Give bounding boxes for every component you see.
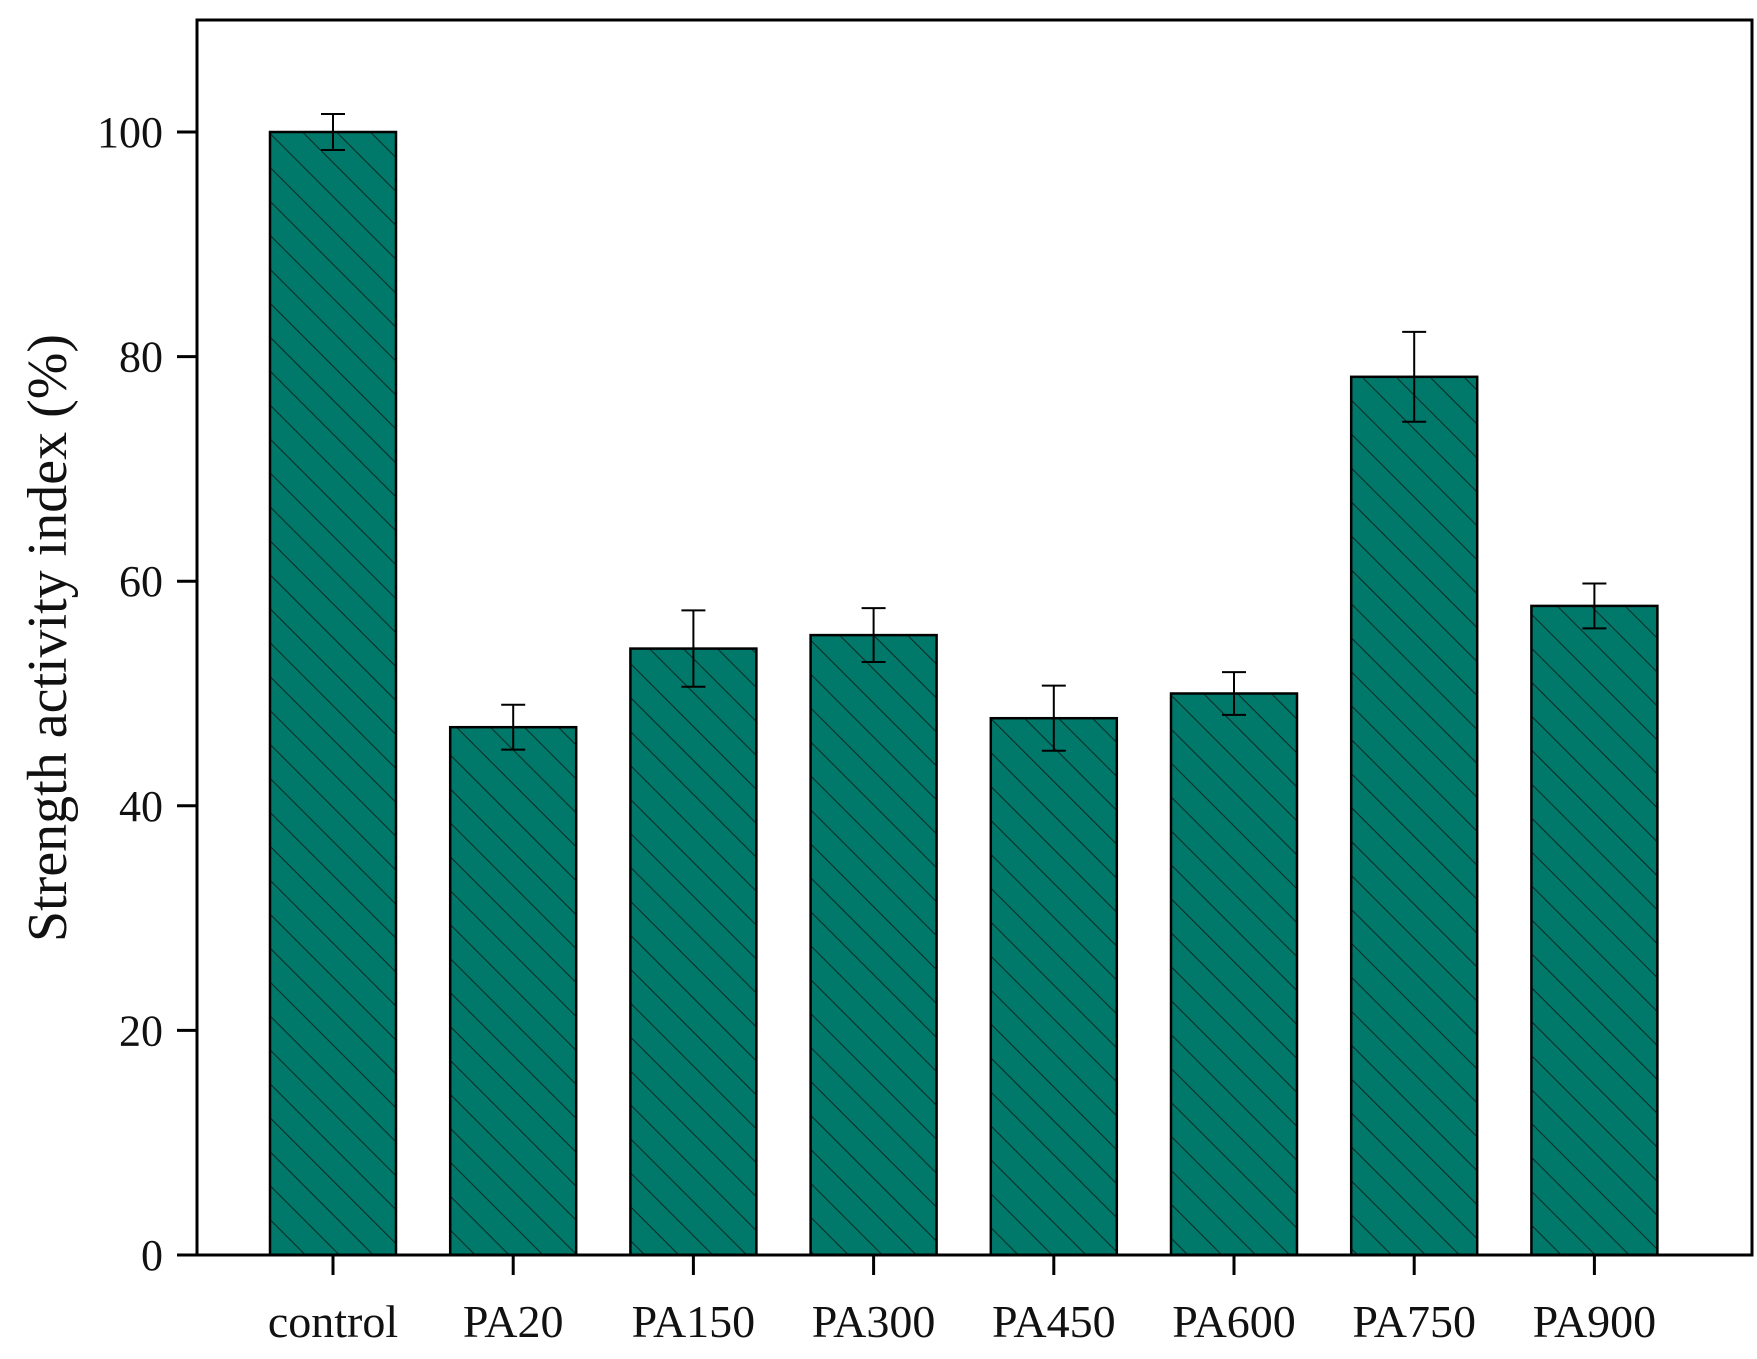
x-axis: control PA20 PA150 PA300 PA450 PA600 PA750 PA90… xyxy=(268,1255,1656,1347)
bar-hatch xyxy=(809,633,938,1257)
bar-hatch xyxy=(1169,692,1299,1257)
bar-PA20 xyxy=(448,725,578,1257)
bar-hatch xyxy=(629,647,758,1257)
bars-layer xyxy=(268,130,1659,1257)
x-tick-label: PA600 xyxy=(1172,1296,1296,1347)
x-tick-label: PA900 xyxy=(1533,1296,1657,1347)
bar-PA600 xyxy=(1169,692,1299,1257)
y-tick-label: 40 xyxy=(119,782,163,831)
bar-PA450 xyxy=(989,716,1119,1257)
x-tick-label: PA150 xyxy=(632,1296,756,1347)
error-bar-PA750 xyxy=(1402,330,1427,423)
bar-PA150 xyxy=(629,647,758,1257)
bar-PA900 xyxy=(1530,604,1659,1257)
bar-control xyxy=(268,130,398,1257)
y-tick-label: 80 xyxy=(119,333,163,382)
error-bar-PA450 xyxy=(1041,684,1066,752)
bar-hatch xyxy=(448,725,578,1257)
error-bar-PA300 xyxy=(861,607,886,664)
x-tick-label: PA300 xyxy=(812,1296,936,1347)
bar-hatch xyxy=(1349,375,1479,1257)
error-bar-PA600 xyxy=(1222,671,1246,716)
x-tick-label: PA450 xyxy=(992,1296,1116,1347)
error-bar-PA20 xyxy=(501,703,526,751)
bar-hatch xyxy=(268,130,398,1257)
y-tick-label: 100 xyxy=(97,108,163,157)
bar-PA750 xyxy=(1349,375,1479,1257)
y-axis: 0 20 40 60 80 100 xyxy=(97,108,197,1280)
y-tick-label: 20 xyxy=(119,1006,163,1055)
bar-hatch xyxy=(989,716,1119,1257)
x-tick-label: PA750 xyxy=(1352,1296,1476,1347)
error-bars-layer xyxy=(321,113,1607,752)
y-axis-title: Strength activity index (%) xyxy=(17,334,79,942)
error-bar-control xyxy=(321,113,345,151)
x-tick-label: PA20 xyxy=(463,1296,564,1347)
error-bar-PA900 xyxy=(1582,582,1607,630)
error-bar-PA150 xyxy=(681,609,706,688)
x-tick-label: control xyxy=(268,1296,398,1347)
bar-PA300 xyxy=(809,633,938,1257)
bar-hatch xyxy=(1530,604,1659,1257)
y-tick-label: 60 xyxy=(119,557,163,606)
y-tick-label: 0 xyxy=(141,1231,163,1280)
plot-frame xyxy=(195,18,1754,1257)
